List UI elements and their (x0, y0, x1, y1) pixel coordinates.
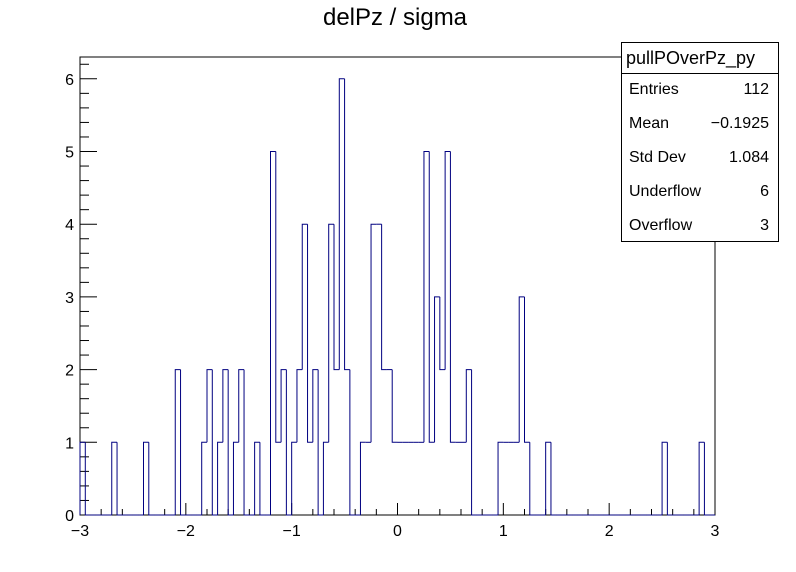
stats-entries-value: 112 (743, 81, 769, 98)
stats-stddev-value: 1.084 (728, 149, 769, 166)
histogram-bin (312, 369, 319, 443)
histogram-bin (434, 296, 440, 443)
histogram-bin (232, 441, 239, 515)
histogram-bin (301, 223, 308, 370)
histogram-bin (116, 442, 123, 516)
stats-row-entries: Entries 112 (622, 74, 778, 108)
histogram-bin (550, 442, 557, 516)
chart-title: delPz / sigma (322, 4, 468, 31)
stats-box: pullPOverPz_py Entries 112 Mean −0.1925 … (621, 42, 779, 242)
y-tick-label: 5 (65, 145, 74, 162)
histogram-bin (359, 441, 366, 515)
stats-row-mean: Mean −0.1925 (622, 108, 778, 142)
histogram-bin (349, 369, 356, 516)
stats-mean-label: Mean (629, 115, 670, 132)
y-tick-label: 6 (65, 72, 74, 89)
histogram-bin (471, 369, 477, 516)
histogram-bin (275, 151, 282, 443)
histogram-bin (211, 369, 218, 516)
histogram-bin (338, 78, 345, 370)
histogram-bin (545, 441, 551, 515)
histogram-bin (243, 369, 250, 516)
histogram-bin (333, 224, 340, 371)
y-tick-label: 1 (65, 435, 74, 452)
histogram-bin (296, 369, 303, 443)
histogram-bin (703, 442, 710, 516)
stats-row-overflow: Overflow 3 (622, 210, 778, 244)
y-tick-label: 3 (65, 290, 74, 307)
stats-overflow-label: Overflow (629, 217, 693, 234)
histogram-bin (698, 441, 705, 515)
histogram-bin (307, 224, 313, 443)
histogram-bin (497, 441, 504, 515)
histogram-bin (423, 151, 430, 443)
histogram-bin (529, 442, 536, 516)
histogram-bin (270, 151, 276, 515)
stats-box-title: pullPOverPz_py (622, 43, 778, 74)
x-tick-label: 0 (393, 523, 402, 540)
histogram-bin (317, 369, 324, 516)
histogram-bin (148, 442, 155, 516)
stats-underflow-label: Underflow (629, 183, 702, 200)
histogram-bin (322, 441, 329, 515)
y-axis: 0 1 2 3 4 5 6 (65, 63, 97, 525)
histogram-bin (280, 369, 287, 443)
y-tick-label: 4 (65, 217, 74, 234)
x-tick-label: −2 (177, 523, 195, 540)
x-tick-label: 1 (499, 523, 508, 540)
histogram-bin (391, 369, 398, 443)
stats-row-underflow: Underflow 6 (622, 176, 778, 210)
histogram-bin (143, 441, 149, 515)
histogram-bin (84, 442, 91, 516)
histogram-bin (222, 369, 229, 443)
x-tick-label: 3 (711, 523, 720, 540)
histogram-bin (217, 441, 223, 515)
histogram-bin (661, 441, 668, 515)
histogram-bin (79, 441, 86, 515)
histogram-bin (449, 151, 456, 443)
x-tick-label: −1 (283, 523, 301, 540)
x-axis: −3 −2 −1 0 1 2 3 (71, 503, 720, 540)
histogram-bin (524, 296, 530, 443)
histogram-bin (227, 369, 234, 516)
stats-stddev-label: Std Dev (629, 149, 686, 166)
stats-row-stddev: Std Dev 1.084 (622, 142, 778, 176)
histogram-bin (238, 369, 245, 443)
histogram-bin (201, 441, 207, 515)
y-tick-label: 2 (65, 363, 74, 380)
x-tick-label: 2 (605, 523, 614, 540)
histogram-bin (428, 151, 435, 443)
histogram-bin (254, 441, 260, 515)
histogram-bin (259, 442, 266, 516)
histogram-bin (444, 151, 451, 370)
histogram-bin (465, 369, 472, 443)
stats-mean-value: −0.1925 (710, 115, 769, 132)
histogram-bin (381, 224, 387, 371)
stats-entries-label: Entries (629, 81, 679, 98)
stats-underflow-value: 6 (760, 183, 769, 200)
histogram-bin (180, 369, 186, 516)
histogram-bin (285, 369, 292, 516)
histogram-series (79, 78, 715, 516)
histogram-bin (666, 442, 673, 516)
histogram-bin (291, 441, 297, 515)
histogram-bin (206, 369, 213, 443)
histogram-bin (344, 78, 350, 371)
x-tick-label: −3 (71, 523, 89, 540)
histogram-bin (518, 296, 525, 443)
histogram-bin (111, 441, 118, 515)
stats-overflow-value: 3 (760, 217, 769, 234)
histogram-bin (328, 223, 334, 443)
histogram-bin (370, 223, 377, 443)
histogram-bin (174, 369, 181, 515)
histogram-bin (439, 296, 446, 371)
y-tick-label: 0 (65, 508, 74, 525)
